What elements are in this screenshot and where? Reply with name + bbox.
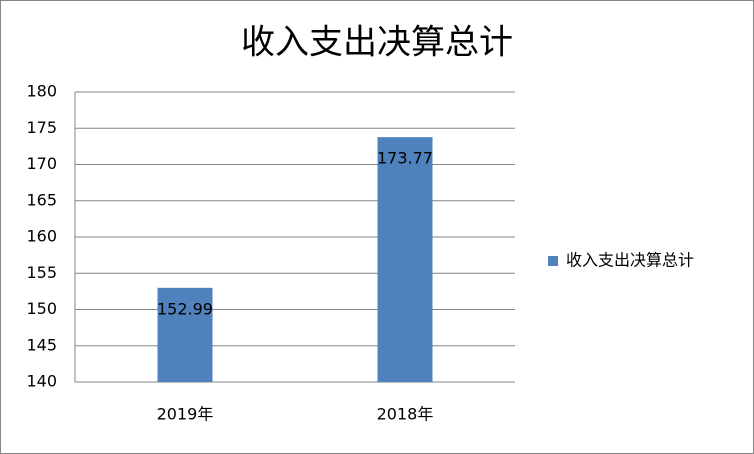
y-tick-label: 180 [26, 82, 57, 101]
value-label: 173.77 [377, 149, 433, 168]
chart-title: 收入支出决算总计 [241, 23, 513, 63]
legend-swatch [548, 256, 558, 266]
y-tick-label: 140 [26, 372, 57, 391]
y-tick-label: 145 [26, 335, 57, 354]
y-tick-label: 170 [26, 154, 57, 173]
bar [377, 137, 433, 382]
legend-label: 收入支出决算总计 [566, 251, 694, 270]
y-tick-label: 165 [26, 190, 57, 209]
y-tick-label: 155 [26, 263, 57, 282]
y-tick-label: 160 [26, 227, 57, 246]
value-label: 152.99 [157, 299, 213, 318]
x-tick-label: 2019年 [157, 405, 214, 424]
y-tick-label: 175 [26, 118, 57, 137]
x-tick-label: 2018年 [377, 405, 434, 424]
bar [157, 287, 213, 382]
y-tick-label: 150 [26, 299, 57, 318]
